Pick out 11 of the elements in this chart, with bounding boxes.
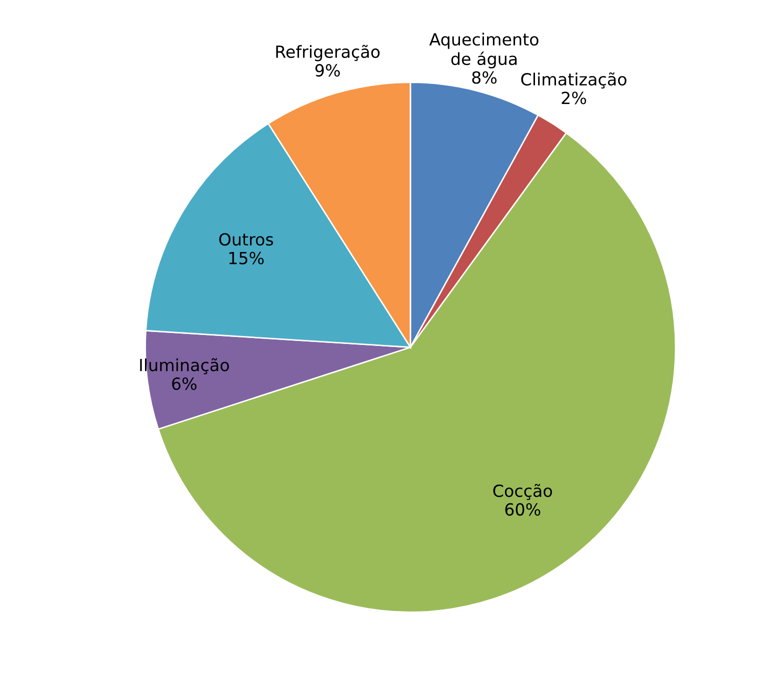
data-label: 8% bbox=[472, 71, 497, 84]
slice-label: Outros bbox=[219, 233, 274, 246]
slice-label: Aquecimento de água bbox=[429, 32, 538, 68]
slice-label: Climatização bbox=[521, 72, 626, 89]
data-label: 60% bbox=[505, 503, 540, 516]
data-label: 15% bbox=[229, 252, 264, 264]
data-label: 2% bbox=[562, 92, 586, 104]
data-label: 9% bbox=[315, 64, 340, 77]
data-label: 6% bbox=[172, 377, 196, 390]
slice-label: Cocção bbox=[493, 484, 552, 500]
slice-label: Refrigeração bbox=[276, 44, 380, 62]
